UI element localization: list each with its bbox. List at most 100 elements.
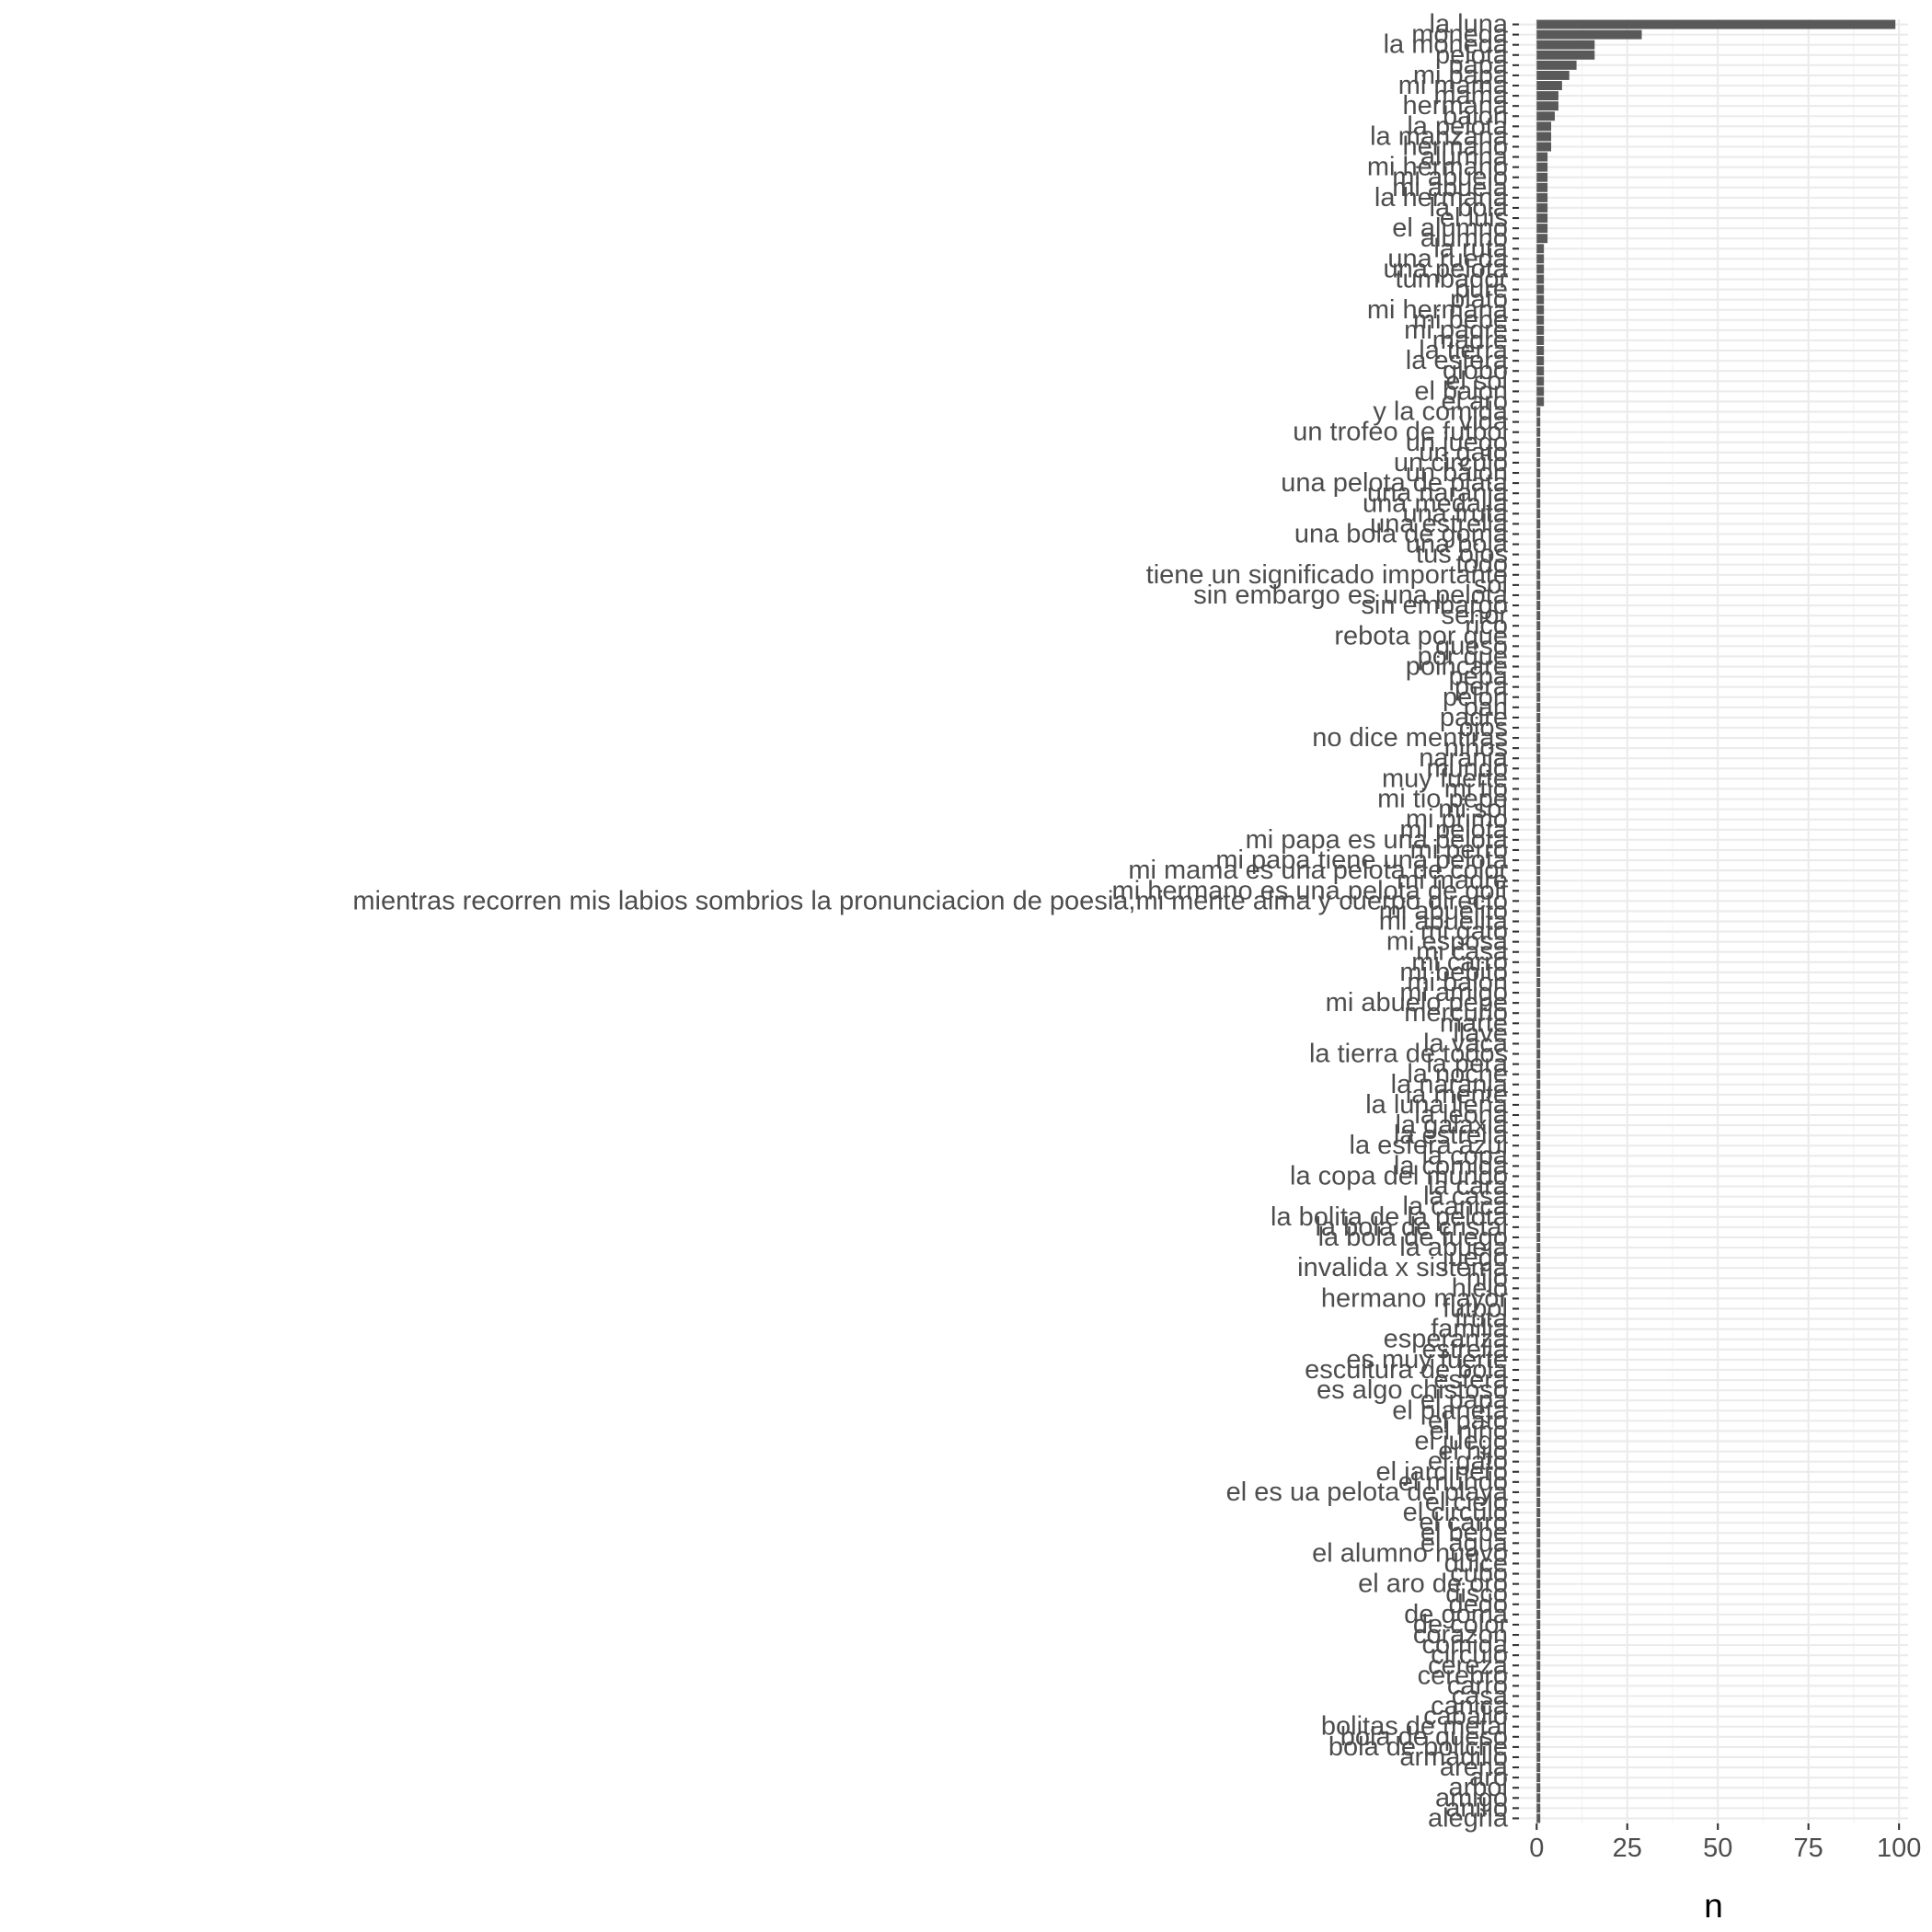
y-tick-label: el juego bbox=[1414, 1427, 1508, 1456]
bar bbox=[1536, 1314, 1541, 1324]
y-tick-label: mi casa bbox=[1416, 937, 1509, 967]
bar bbox=[1536, 1661, 1541, 1671]
y-tick-label: aro bbox=[1469, 1763, 1508, 1792]
y-tick-label: una naranja bbox=[1367, 478, 1509, 508]
bar bbox=[1536, 580, 1541, 590]
y-tick-label: mi pelota bbox=[1399, 815, 1509, 845]
bar bbox=[1536, 1079, 1541, 1089]
bar bbox=[1536, 60, 1577, 70]
bar bbox=[1536, 101, 1558, 111]
y-tick-label: mi abuelo pepe bbox=[1326, 988, 1508, 1018]
bar bbox=[1536, 1446, 1541, 1456]
y-tick-label: la abuela bbox=[1399, 1233, 1509, 1262]
y-tick-label: la hermana bbox=[1374, 183, 1509, 213]
bar bbox=[1536, 1518, 1541, 1528]
y-tick-label: un balon bbox=[1406, 458, 1508, 488]
y-tick-label: casa bbox=[1452, 1682, 1509, 1711]
bar bbox=[1536, 1039, 1541, 1049]
y-tick-label: mi mama bbox=[1398, 71, 1509, 100]
bar bbox=[1536, 386, 1545, 397]
bar bbox=[1536, 1436, 1541, 1446]
bar bbox=[1536, 824, 1541, 834]
y-tick-label: el gato bbox=[1428, 1447, 1508, 1477]
bar bbox=[1536, 1243, 1541, 1253]
y-tick-label: una rueda bbox=[1387, 244, 1508, 273]
bar bbox=[1536, 1110, 1541, 1120]
bar bbox=[1536, 1416, 1541, 1426]
y-tick-label: alumno bbox=[1420, 224, 1508, 253]
y-tick-label: mi carro bbox=[1411, 948, 1508, 977]
bar bbox=[1536, 764, 1541, 774]
bar bbox=[1536, 224, 1548, 234]
y-tick-label: la noche bbox=[1407, 1060, 1508, 1089]
bar bbox=[1536, 325, 1545, 335]
x-tick-label: 25 bbox=[1613, 1834, 1642, 1863]
y-tick-label: llave bbox=[1453, 1018, 1508, 1048]
bar bbox=[1536, 906, 1541, 916]
bar bbox=[1536, 743, 1541, 753]
y-tick-label: la esfera bbox=[1406, 346, 1509, 375]
y-tick-label: una fruta bbox=[1403, 499, 1509, 528]
y-tick-label: mercurio bbox=[1404, 998, 1508, 1028]
bar bbox=[1536, 896, 1541, 906]
y-tick-label: el alumno bbox=[1392, 213, 1508, 243]
y-tick-label: senor bbox=[1441, 601, 1508, 630]
bar bbox=[1536, 202, 1548, 213]
bar bbox=[1536, 447, 1541, 457]
y-tick-label: tiene un significado importante bbox=[1146, 560, 1508, 590]
y-tick-label: el pato bbox=[1428, 1406, 1508, 1435]
bar bbox=[1536, 437, 1541, 447]
bar bbox=[1536, 1681, 1541, 1691]
y-tick-label: la pera bbox=[1426, 1050, 1509, 1079]
bar bbox=[1536, 988, 1541, 998]
y-tick-label: el bebe bbox=[1420, 1518, 1508, 1547]
bar bbox=[1536, 172, 1548, 182]
bar bbox=[1536, 1263, 1541, 1273]
y-tick-label: el niño bbox=[1430, 1416, 1508, 1445]
y-tick-label: mi mama es una pelota de color bbox=[1128, 856, 1508, 885]
bar bbox=[1536, 1161, 1541, 1171]
y-tick-label: mi abuelito bbox=[1379, 896, 1508, 926]
bar bbox=[1536, 1029, 1541, 1039]
bar bbox=[1536, 284, 1545, 294]
bar bbox=[1536, 1396, 1541, 1406]
y-tick-label: la vaca bbox=[1423, 1029, 1509, 1058]
y-tick-label: pera bbox=[1455, 673, 1509, 702]
bar bbox=[1536, 1294, 1541, 1304]
y-tick-label: mundo bbox=[1426, 753, 1508, 783]
y-tick-label: la bola bbox=[1430, 193, 1509, 223]
bar bbox=[1536, 998, 1541, 1008]
bar bbox=[1536, 876, 1541, 886]
bar bbox=[1536, 549, 1541, 559]
y-tick-label: ninos bbox=[1444, 733, 1508, 763]
y-tick-label: estrella bbox=[1422, 1335, 1509, 1364]
y-tick-label: mi perro bbox=[1410, 835, 1508, 865]
y-tick-label: una bola bbox=[1406, 530, 1509, 559]
bar bbox=[1536, 1375, 1541, 1386]
y-tick-label: la ruta bbox=[1433, 234, 1508, 263]
bar bbox=[1536, 346, 1545, 356]
bar bbox=[1536, 1579, 1541, 1589]
y-tick-label: mi papa tiene una pelota bbox=[1215, 845, 1508, 875]
y-tick-label: la leona bbox=[1414, 1100, 1508, 1130]
bar bbox=[1536, 1121, 1541, 1131]
y-tick-label: circulo bbox=[1431, 1640, 1508, 1670]
y-tick-label: el luis bbox=[1440, 203, 1508, 233]
y-tick-label: mi tio bbox=[1444, 774, 1508, 803]
bar bbox=[1536, 417, 1541, 427]
y-tick-label: la comida bbox=[1394, 1151, 1509, 1180]
bar bbox=[1536, 1232, 1541, 1242]
bar bbox=[1536, 336, 1545, 345]
bar bbox=[1536, 1069, 1541, 1079]
y-tick-label: el jardinero bbox=[1376, 1457, 1508, 1487]
bar bbox=[1536, 499, 1541, 509]
y-tick-label: hermano bbox=[1403, 132, 1508, 161]
bar bbox=[1536, 569, 1541, 580]
y-tick-label: canica bbox=[1431, 1692, 1509, 1721]
bar bbox=[1536, 916, 1541, 926]
bar bbox=[1536, 733, 1541, 743]
bar bbox=[1536, 1334, 1541, 1344]
y-tick-label: no dice mentiras bbox=[1312, 723, 1508, 753]
bar bbox=[1536, 753, 1541, 764]
